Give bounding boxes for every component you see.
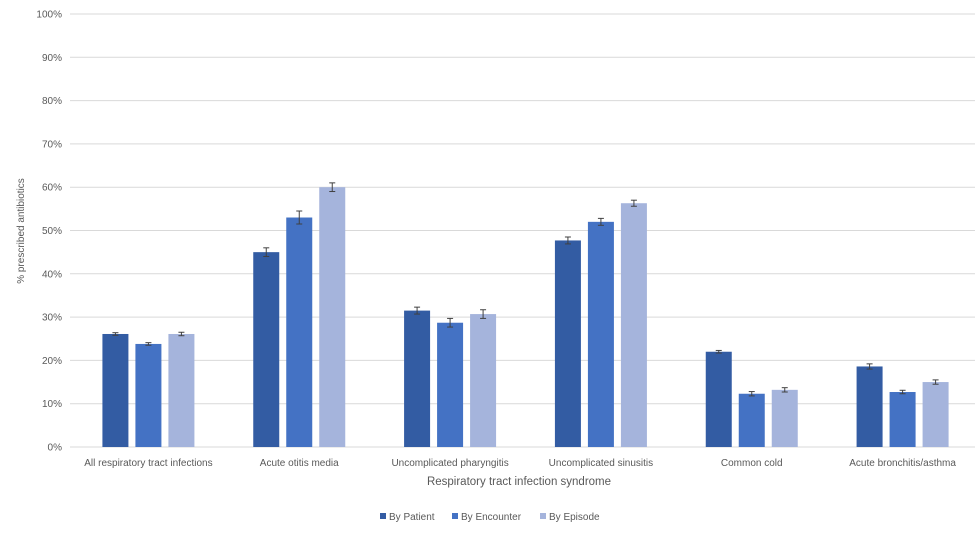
bar	[738, 393, 765, 447]
bar	[319, 187, 346, 447]
y-tick-label: 40%	[42, 269, 62, 280]
x-tick-label: Common cold	[721, 458, 783, 469]
bar	[437, 322, 464, 447]
bar	[470, 314, 497, 447]
bar	[620, 203, 647, 447]
gridlines	[70, 13, 975, 448]
legend-label: By Patient	[389, 512, 435, 523]
y-tick-label: 80%	[42, 96, 62, 107]
legend: By Patient By Encounter By Episode	[380, 512, 600, 523]
legend-swatch	[540, 513, 546, 519]
error-bar	[630, 199, 637, 207]
x-tick-label: Acute bronchitis/asthma	[849, 458, 956, 469]
y-tick-label: 100%	[36, 10, 62, 21]
x-tick-label: Uncomplicated pharyngitis	[391, 458, 508, 469]
error-bar	[866, 363, 873, 370]
legend-swatch	[380, 513, 386, 519]
legend-swatch	[452, 513, 458, 519]
bar	[889, 392, 916, 447]
error-bar	[715, 349, 722, 354]
y-tick-label: 10%	[42, 399, 62, 410]
bar	[102, 333, 129, 447]
bar	[922, 382, 949, 447]
y-tick-label: 60%	[42, 183, 62, 194]
bar	[168, 333, 195, 447]
y-tick-label: 0%	[48, 443, 63, 454]
error-bar	[781, 387, 788, 393]
x-tick-label: Uncomplicated sinusitis	[549, 458, 654, 469]
bar	[404, 310, 431, 447]
bar	[705, 351, 732, 447]
legend-label: By Encounter	[461, 512, 522, 523]
y-axis-label: % prescribed antibiotics	[16, 178, 27, 284]
bar	[253, 252, 280, 447]
y-tick-label: 90%	[42, 53, 62, 64]
error-bar	[263, 247, 270, 257]
bar	[771, 389, 798, 447]
bar	[135, 343, 162, 447]
error-bar	[178, 331, 185, 337]
error-bar	[480, 309, 487, 319]
error-bar	[414, 306, 421, 315]
error-bar	[748, 391, 755, 397]
error-bar	[296, 210, 303, 225]
x-axis-ticks: All respiratory tract infections Acute ot…	[84, 458, 956, 469]
bar	[856, 366, 883, 447]
y-axis-ticks: 0% 10% 20% 30% 40% 50% 60% 70% 80% 90% 100%	[36, 10, 62, 454]
bars	[102, 182, 949, 447]
y-tick-label: 20%	[42, 356, 62, 367]
bar	[554, 240, 581, 447]
x-tick-label: All respiratory tract infections	[84, 458, 212, 469]
error-bar	[145, 342, 152, 346]
error-bar	[564, 236, 571, 245]
x-tick-label: Acute otitis media	[260, 458, 339, 469]
y-tick-label: 30%	[42, 313, 62, 324]
error-bar	[597, 217, 604, 226]
error-bar	[899, 389, 906, 395]
error-bar	[932, 379, 939, 385]
bar	[587, 221, 614, 447]
error-bar	[447, 317, 454, 328]
y-tick-label: 50%	[42, 226, 62, 237]
x-axis-label: Respiratory tract infection syndrome	[427, 476, 611, 488]
y-tick-label: 70%	[42, 139, 62, 150]
legend-label: By Episode	[549, 512, 600, 523]
error-bar	[329, 182, 336, 193]
error-bar	[112, 332, 119, 336]
bar	[286, 217, 313, 447]
